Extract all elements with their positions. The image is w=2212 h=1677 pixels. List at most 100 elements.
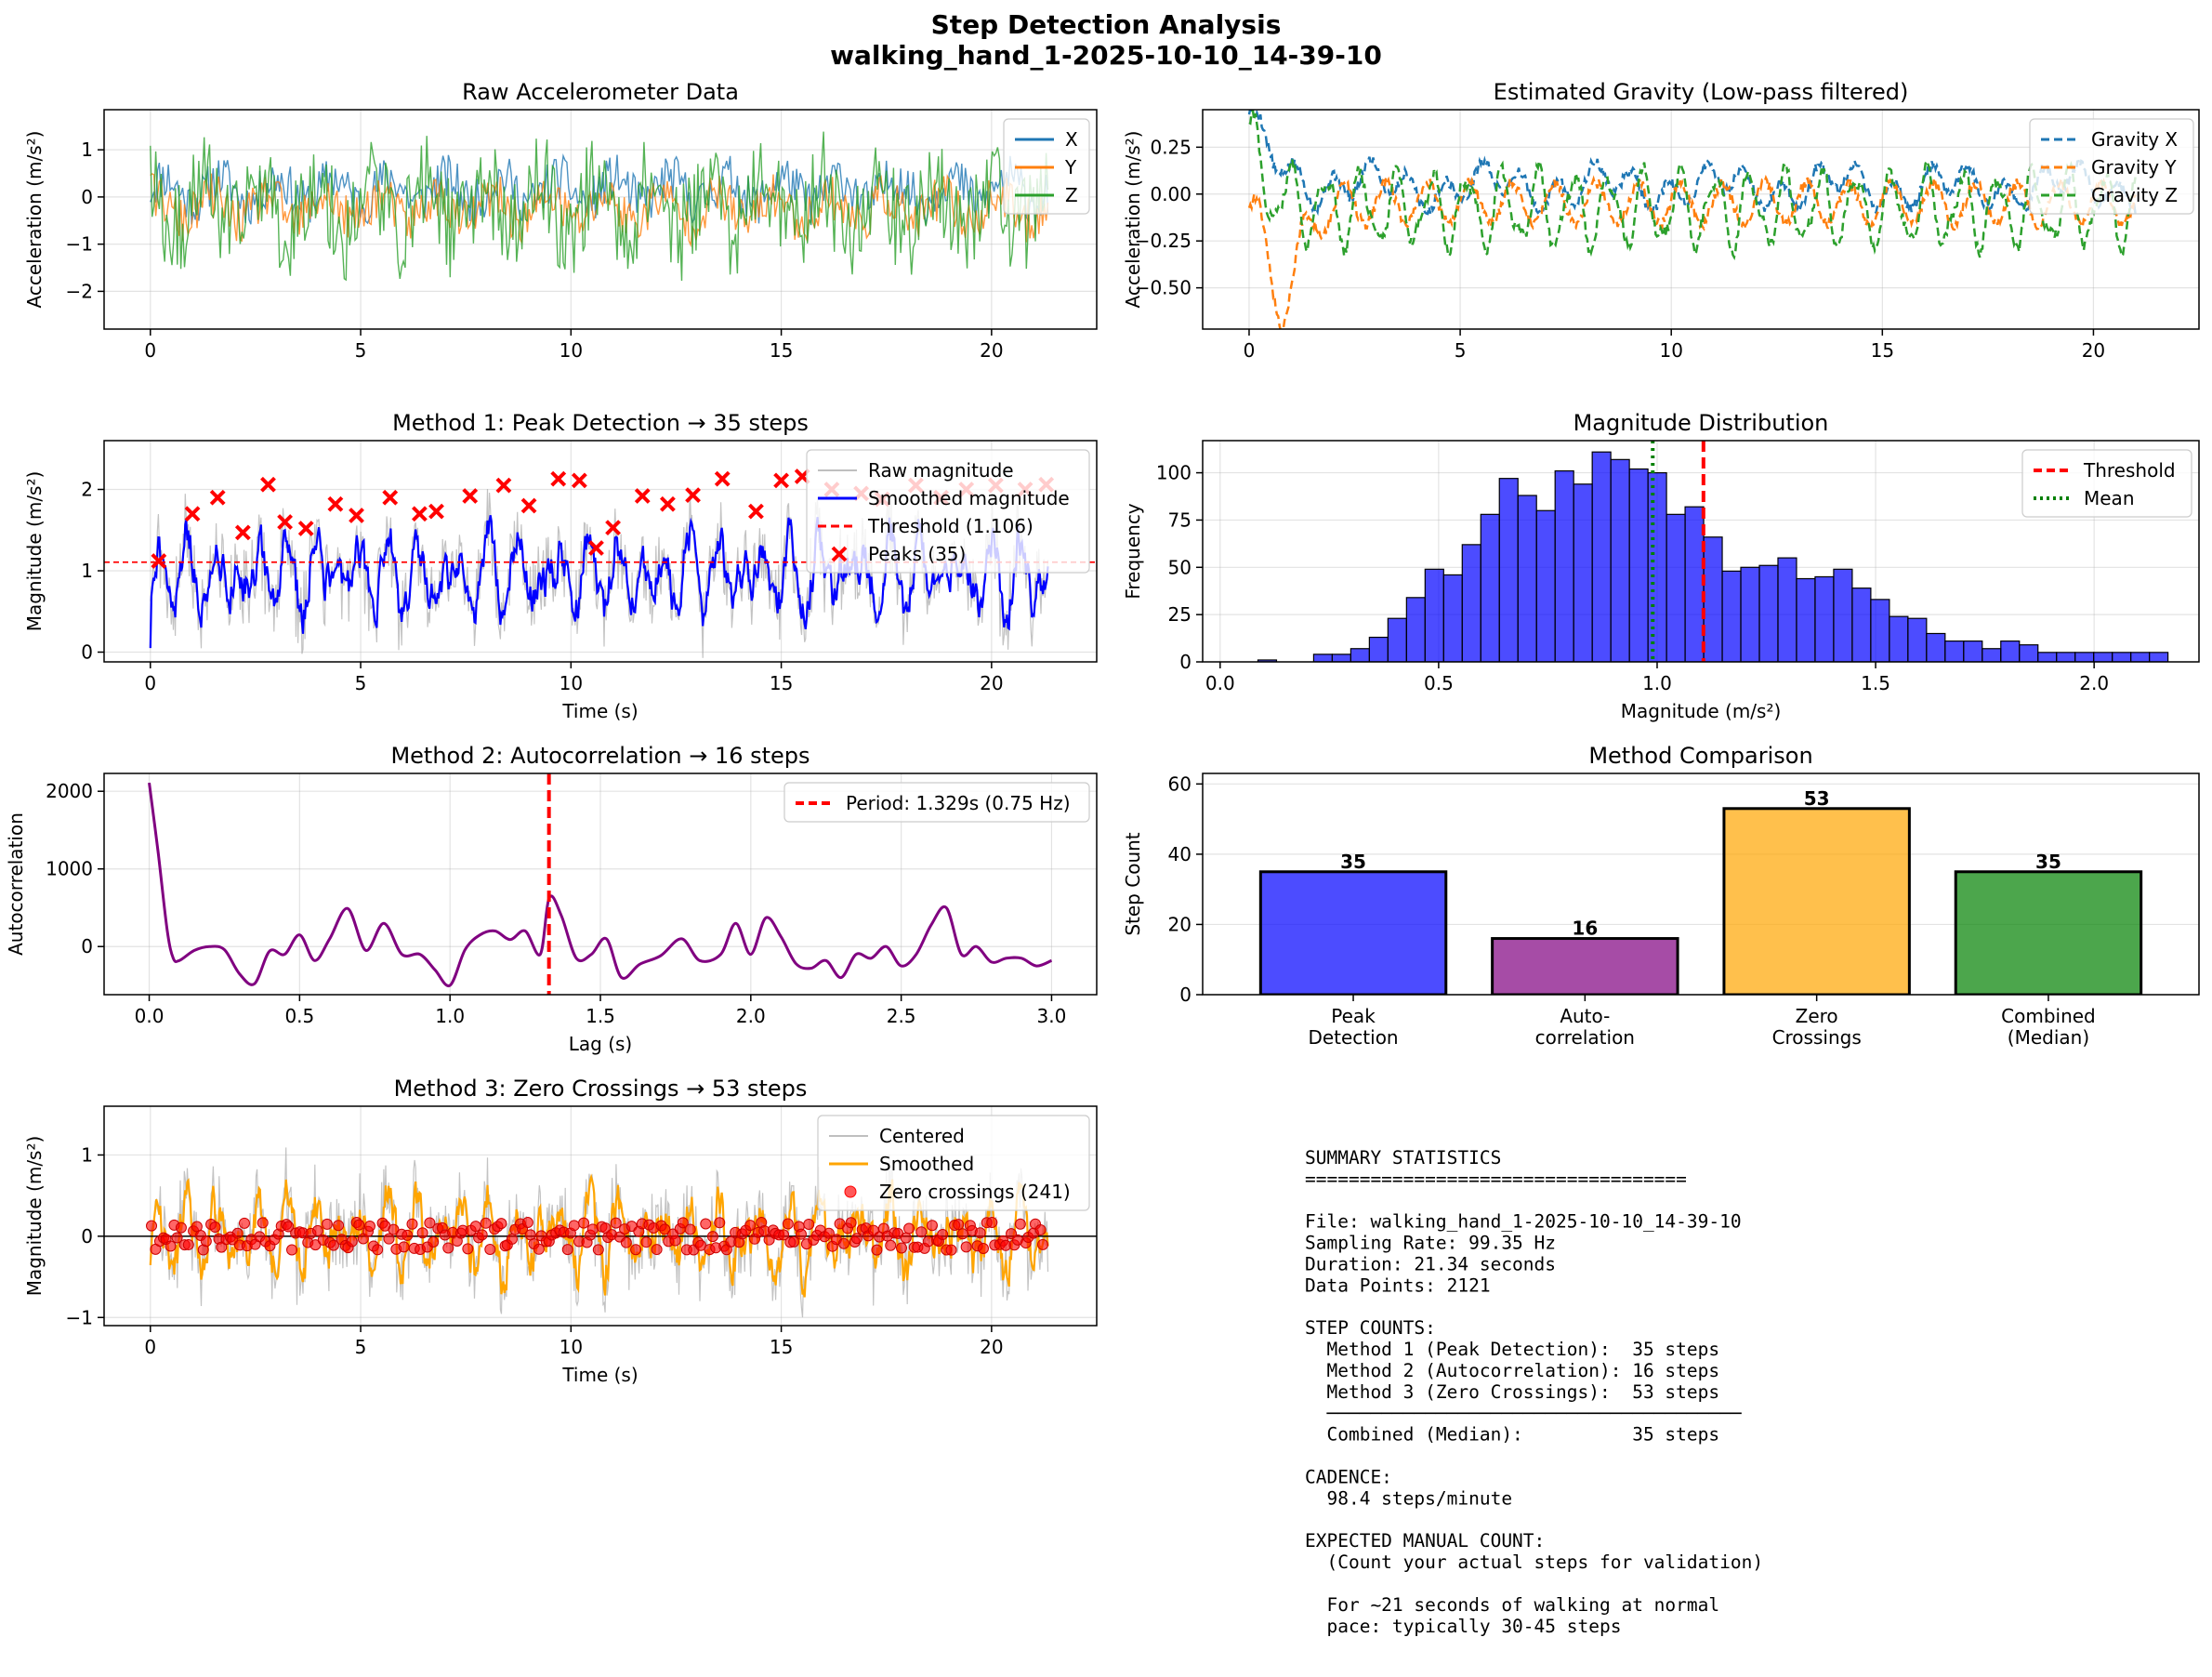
series-line-gravity	[1247, 174, 2137, 329]
zero-crossing-marker	[945, 1244, 957, 1256]
bar-value-label: 35	[1340, 851, 1366, 873]
summary-line: 98.4 steps/minute	[1305, 1487, 1512, 1509]
zero-crossing-marker	[521, 1217, 533, 1229]
legend-swatch	[844, 1185, 857, 1198]
zero-crossing-marker	[428, 1235, 440, 1248]
y-tick-label: 25	[1168, 603, 1192, 626]
category-label: Zero	[1796, 1005, 1838, 1027]
y-tick-label: 60	[1168, 772, 1192, 795]
zero-crossing-marker	[669, 1235, 681, 1247]
x-tick-label: 15	[770, 1336, 793, 1358]
y-tick-label: 0.25	[1150, 136, 1192, 158]
peak-marker	[277, 514, 294, 530]
x-tick-label: 10	[560, 672, 583, 694]
zero-crossing-marker	[257, 1217, 269, 1229]
axes-frame	[103, 1105, 1098, 1327]
x-tick-label: 15	[770, 339, 793, 362]
peak-marker	[428, 503, 444, 520]
zero-crossing-marker	[871, 1244, 883, 1256]
zero-crossing-marker	[885, 1239, 897, 1251]
zero-crossing-marker	[462, 1243, 474, 1255]
zero-crossing-marker	[659, 1223, 671, 1235]
summary-line: Method 3 (Zero Crossings): 53 steps	[1305, 1381, 1719, 1403]
histogram-bar	[2149, 652, 2169, 662]
autocorrelation-chart: 0.0 0.5 1.0 1.5 2.0 2.5 3.0 0 1000 2000 Method 2: …	[5, 743, 1098, 1055]
plot-content	[104, 1147, 1097, 1318]
summary-line: ──────────────────────────────────────	[1305, 1403, 1742, 1424]
legend-label: Mean	[2084, 487, 2135, 509]
figure-title: Step Detection Analysis	[931, 9, 1282, 40]
x-axis-label: Lag (s)	[569, 1033, 632, 1055]
histogram-bar	[1442, 574, 1463, 662]
zero-crossing-marker	[823, 1227, 835, 1239]
x-tick-label: 1.5	[1861, 672, 1890, 694]
x-tick-label: 1.0	[1642, 672, 1672, 694]
zero-crossing-marker	[782, 1218, 794, 1230]
zero-crossing-marker	[333, 1220, 345, 1232]
x-tick-label: 10	[560, 339, 583, 362]
legend-marker-x	[831, 546, 848, 562]
axes-frame	[1202, 109, 2200, 330]
y-tick-label: 40	[1168, 843, 1192, 865]
x-tick-label: 10	[560, 1336, 583, 1358]
histogram-bar	[2112, 652, 2132, 662]
histogram-bar	[1257, 659, 1278, 662]
x-tick-label: 0	[1244, 339, 1256, 362]
peak-marker	[234, 524, 251, 541]
legend-box	[2021, 449, 2192, 518]
histogram-bar	[1312, 654, 1334, 662]
summary-statistics: SUMMARY STATISTICS======================…	[1305, 1147, 1763, 1637]
histogram-bar	[2130, 652, 2151, 662]
x-tick-label: 0.5	[284, 1005, 314, 1027]
summary-line: Data Points: 2121	[1305, 1274, 1491, 1296]
chart-title: Method 3: Zero Crossings → 53 steps	[394, 1076, 808, 1102]
histogram-bar	[1610, 458, 1630, 662]
zero-crossing-marker	[788, 1235, 800, 1248]
histogram-bar	[2037, 652, 2058, 662]
x-tick-label: 20	[980, 1336, 1003, 1358]
x-tick-label: 15	[770, 672, 793, 694]
y-tick-label: −0.50	[1135, 277, 1192, 299]
zero-crossing-marker	[1037, 1238, 1049, 1250]
histogram-bar	[1628, 468, 1649, 662]
summary-line: File: walking_hand_1-2025-10-10_14-39-10	[1305, 1211, 1742, 1233]
zero-crossing-marker	[915, 1226, 928, 1238]
chart-title: Method 2: Autocorrelation → 16 steps	[390, 743, 810, 769]
y-axis-label: Acceleration (m/s²)	[23, 131, 46, 309]
zero-crossing-marker	[903, 1222, 915, 1235]
peak-marker	[550, 470, 567, 487]
zero-crossing-marker	[956, 1228, 968, 1240]
y-tick-label: 0	[81, 641, 93, 664]
histogram-bar	[1517, 495, 1537, 662]
y-tick-label: 0	[81, 186, 93, 208]
y-axis-label: Step Count	[1122, 832, 1144, 935]
autocorrelation-line	[148, 782, 1053, 988]
zero-crossing-marker	[937, 1228, 949, 1240]
zero-crossing-marker	[383, 1233, 395, 1245]
y-tick-label: −1	[66, 1306, 93, 1328]
summary-line: ===================================	[1305, 1169, 1687, 1190]
histogram-bar	[1758, 564, 1779, 662]
x-tick-label: 20	[980, 339, 1003, 362]
y-tick-label: 0	[81, 935, 93, 957]
histogram-bar	[1926, 632, 1946, 662]
zero-crossing-marker	[398, 1241, 410, 1253]
zero-crossing-marker	[327, 1239, 339, 1251]
raw-accelerometer-chart: 0 5 10 15 20 −2 −1 0 1 Raw Accelerometer Data Acce…	[23, 79, 1098, 362]
histogram-bar	[1480, 513, 1500, 662]
histogram-bar	[1740, 566, 1760, 662]
zero-crossing-marker	[700, 1218, 712, 1230]
peak-marker	[773, 472, 790, 489]
legend-label: Gravity X	[2091, 128, 2178, 151]
histogram-bar	[1405, 597, 1426, 662]
summary-line: pace: typically 30-45 steps	[1305, 1616, 1621, 1637]
zero-crossing-marker	[175, 1221, 187, 1234]
bar-value-label: 53	[1804, 787, 1830, 810]
x-tick-label: 10	[1659, 339, 1682, 362]
bar-value-label: 35	[2035, 851, 2061, 873]
zero-crossing-marker	[974, 1227, 986, 1239]
zero-crossing-marker	[1034, 1224, 1047, 1236]
chart-title: Method Comparison	[1588, 743, 1812, 769]
legend-label: Gravity Z	[2091, 184, 2178, 206]
zero-crossing-marker	[346, 1235, 358, 1248]
